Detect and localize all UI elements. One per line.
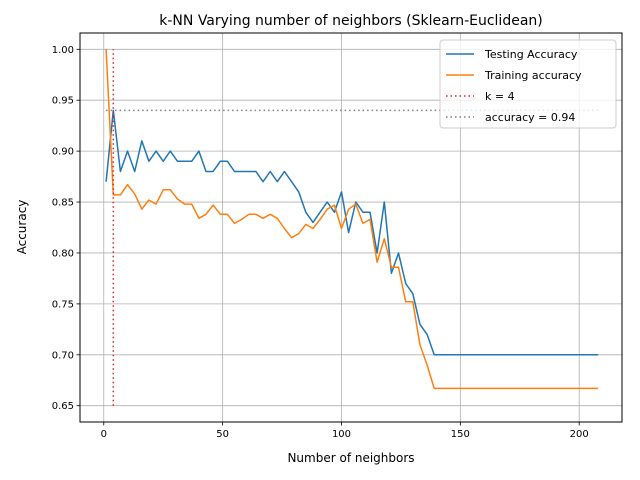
legend-label: Training accuracy	[484, 69, 582, 82]
y-tick-label: 0.90	[52, 147, 74, 158]
x-tick-label: 200	[570, 429, 589, 440]
legend-label: Testing Accuracy	[484, 48, 578, 61]
legend-box	[439, 39, 617, 129]
axis-ticks: 0 50 100 150 200 0.65 0.70 0.75 0.80 0.85 0.90 0.95…	[52, 45, 589, 440]
x-tick-label: 100	[332, 429, 351, 440]
x-axis-label: Number of neighbors	[287, 451, 414, 465]
plot-area-frame	[79, 32, 623, 423]
y-tick-label: 1.00	[52, 45, 74, 56]
x-tick-label: 150	[451, 429, 470, 440]
legend-label: k = 4	[485, 90, 515, 103]
x-tick-label: 50	[216, 429, 229, 440]
legend: Testing Accuracy Training accuracy k = 4 ac…	[439, 39, 617, 129]
y-tick-label: 0.95	[52, 96, 74, 107]
y-tick-label: 0.70	[52, 350, 74, 361]
y-tick-label: 0.65	[52, 401, 74, 412]
y-axis-label: Accuracy	[15, 200, 29, 255]
series-line-training-accuracy	[105, 49, 599, 390]
chart-title: k-NN Varying number of neighbors (Sklear…	[159, 13, 542, 29]
legend-label: accuracy = 0.94	[485, 111, 575, 124]
y-tick-label: 0.80	[52, 248, 74, 259]
x-tick-label: 0	[101, 429, 107, 440]
y-tick-label: 0.85	[52, 198, 74, 209]
series-line-testing-accuracy	[105, 109, 599, 356]
y-tick-label: 0.75	[52, 299, 74, 310]
